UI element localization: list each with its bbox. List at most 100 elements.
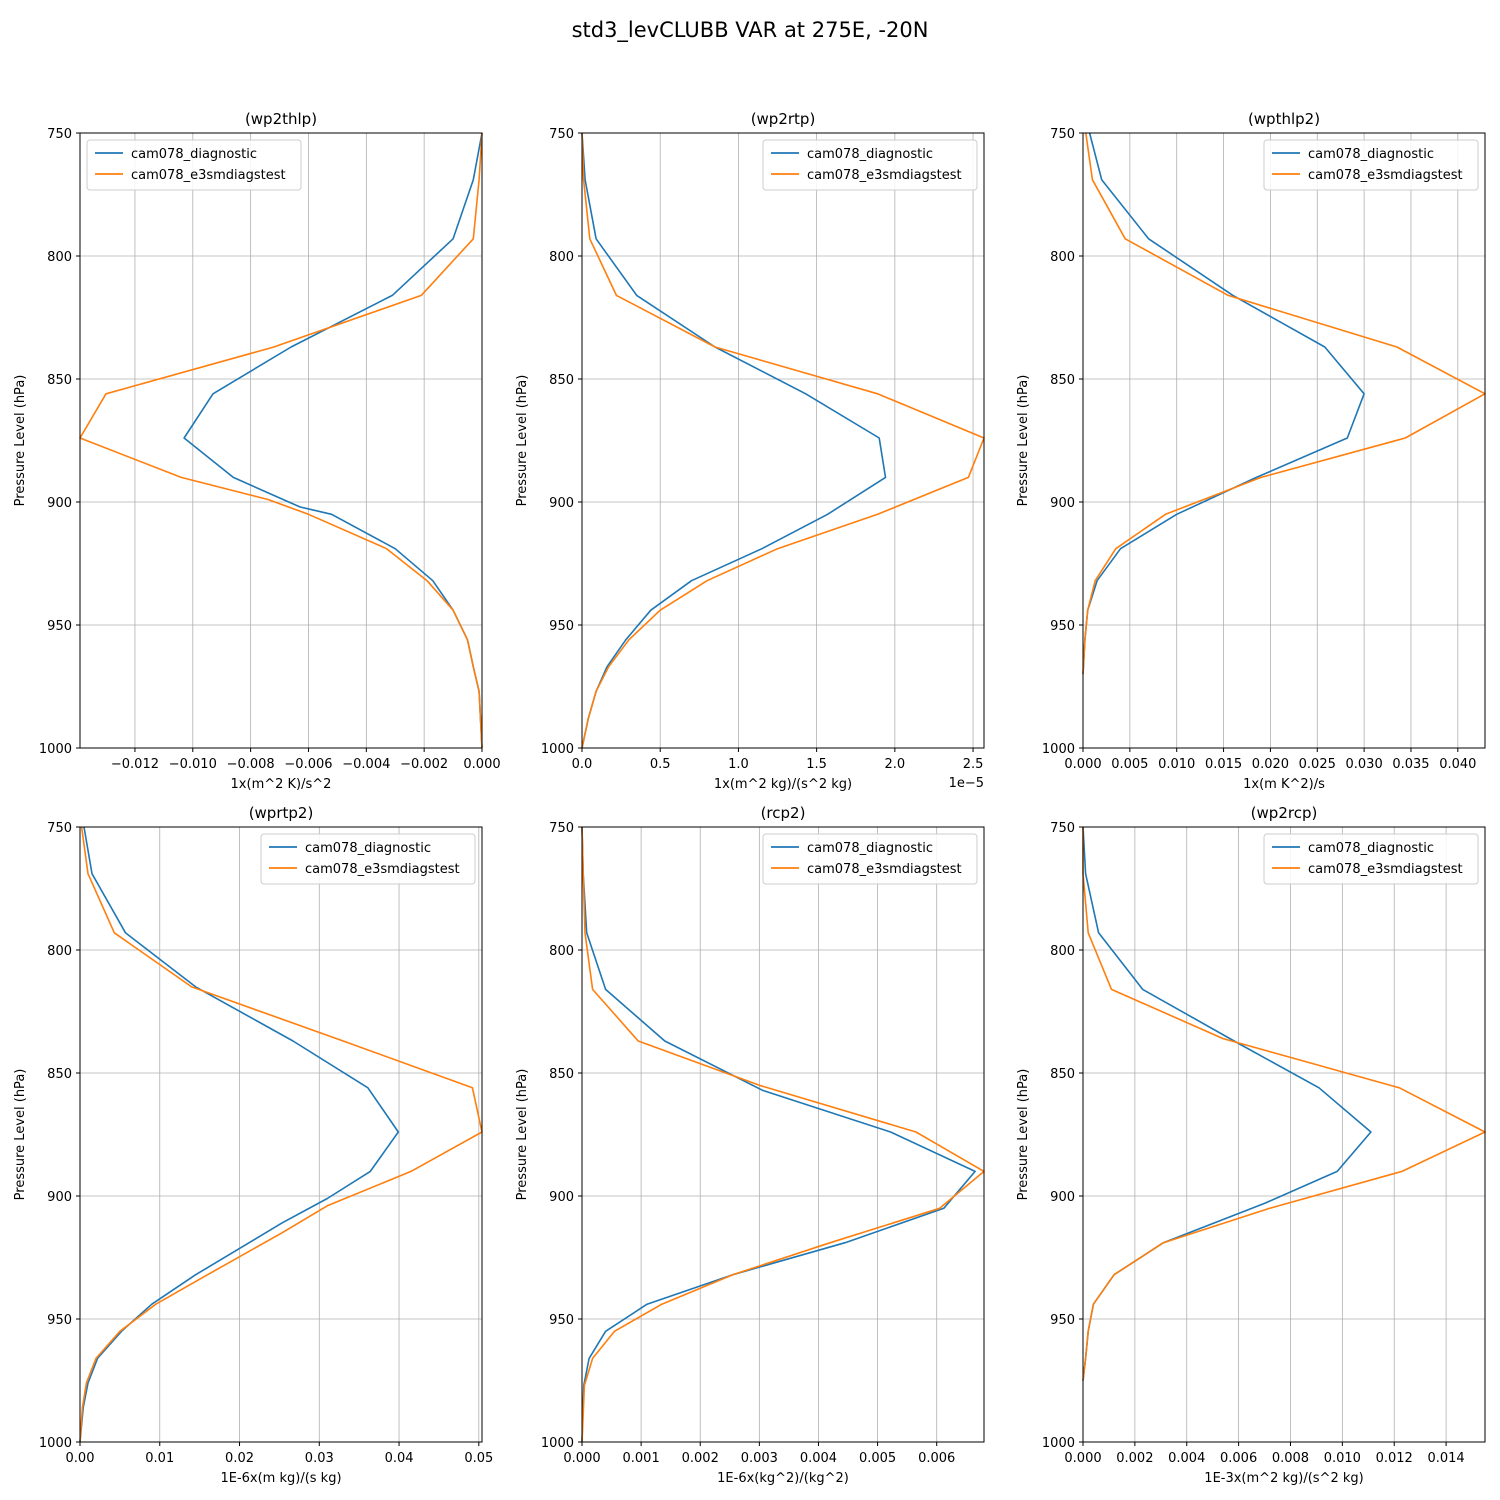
legend-box — [1263, 833, 1479, 885]
x-axis-label: 1E-6x(kg^2)/(kg^2) — [717, 1471, 849, 1486]
legend-box — [86, 139, 302, 191]
x-tick-label: 0.040 — [1439, 757, 1476, 772]
x-tick-label: 1.0 — [728, 757, 749, 772]
x-tick-label: 0.02 — [225, 1451, 254, 1466]
x-tick-label: 0.0 — [572, 757, 593, 772]
y-tick-label: 950 — [549, 619, 574, 634]
x-tick-label: 0.000 — [463, 757, 500, 772]
y-tick-label: 750 — [1050, 127, 1075, 142]
series-line-e3smdiagstest — [79, 826, 483, 1443]
legend-label: cam078_diagnostic — [131, 147, 257, 162]
panels: −0.012 −0.010 −0.008 −0.006 −0.004 −0.002 0.00… — [13, 110, 1486, 1486]
series-line-diagnostic — [581, 826, 976, 1443]
y-tick-label: 1000 — [1042, 1436, 1075, 1451]
x-offset-label: 1e−5 — [949, 776, 984, 791]
legend-label: cam078_e3smdiagstest — [1308, 862, 1463, 877]
series-line-e3smdiagstest — [1082, 827, 1486, 1381]
x-tick-label: 0.000 — [1064, 757, 1101, 772]
subplot-title: (rcp2) — [761, 804, 806, 822]
x-tick-label: 0.025 — [1299, 757, 1336, 772]
x-tick-label: 0.05 — [464, 1451, 493, 1466]
y-tick-label: 900 — [549, 1190, 574, 1205]
series-line-e3smdiagstest — [581, 132, 985, 749]
legend-label: cam078_diagnostic — [1308, 147, 1434, 162]
legend-box — [1263, 139, 1479, 191]
y-tick-label: 750 — [47, 127, 72, 142]
x-tick-label: 0.002 — [1116, 1451, 1153, 1466]
x-axis-label: 1x(m K^2)/s — [1243, 777, 1325, 792]
x-tick-label: 0.005 — [859, 1451, 896, 1466]
plot-frame — [1082, 132, 1486, 749]
x-tick-label: −0.004 — [342, 757, 390, 772]
plot-frame — [1082, 826, 1486, 1443]
x-tick-label: 0.001 — [623, 1451, 660, 1466]
x-axis-label: 1E-6x(m kg)/(s kg) — [220, 1471, 341, 1486]
plot-frame — [581, 826, 985, 1443]
series-line-e3smdiagstest — [1082, 132, 1486, 675]
y-tick-label: 750 — [47, 821, 72, 836]
x-axis-label: 1x(m^2 kg)/(s^2 kg) — [714, 777, 852, 792]
x-tick-label: 0.030 — [1346, 757, 1383, 772]
y-tick-label: 800 — [47, 944, 72, 959]
legend: cam078_diagnostic cam078_e3smdiagstest — [260, 833, 476, 885]
x-axis-label: 1x(m^2 K)/s^2 — [231, 777, 332, 792]
plot-frame — [581, 132, 985, 749]
x-tick-label: 0.5 — [650, 757, 671, 772]
x-tick-label: 0.005 — [1111, 757, 1148, 772]
y-tick-label: 950 — [1050, 1313, 1075, 1328]
x-tick-label: −0.002 — [400, 757, 448, 772]
y-tick-label: 1000 — [541, 1436, 574, 1451]
x-tick-label: 0.004 — [800, 1451, 837, 1466]
y-tick-label: 850 — [549, 373, 574, 388]
y-tick-label: 850 — [47, 1067, 72, 1082]
y-tick-label: 850 — [1050, 373, 1075, 388]
y-tick-label: 850 — [549, 1067, 574, 1082]
y-tick-label: 900 — [1050, 496, 1075, 511]
y-tick-label: 1000 — [1042, 742, 1075, 757]
x-tick-label: 1.5 — [806, 757, 827, 772]
legend-label: cam078_diagnostic — [305, 841, 431, 856]
y-tick-label: 950 — [1050, 619, 1075, 634]
subplot-title: (wpthlp2) — [1248, 110, 1320, 128]
legend: cam078_diagnostic cam078_e3smdiagstest — [86, 139, 302, 191]
y-tick-label: 800 — [1050, 944, 1075, 959]
legend-label: cam078_e3smdiagstest — [807, 168, 962, 183]
x-tick-label: 0.004 — [1168, 1451, 1205, 1466]
subplot-title: (wprtp2) — [249, 804, 314, 822]
y-axis-label: Pressure Level (hPa) — [13, 1069, 28, 1201]
y-tick-label: 800 — [47, 250, 72, 265]
x-tick-label: 0.01 — [145, 1451, 174, 1466]
legend: cam078_diagnostic cam078_e3smdiagstest — [1263, 139, 1479, 191]
y-tick-label: 750 — [549, 127, 574, 142]
subplot-title: (wp2rcp) — [1251, 804, 1318, 822]
legend-label: cam078_e3smdiagstest — [807, 862, 962, 877]
y-tick-label: 950 — [47, 1313, 72, 1328]
legend-box — [260, 833, 476, 885]
x-tick-label: 2.0 — [884, 757, 905, 772]
x-tick-label: 0.006 — [918, 1451, 955, 1466]
legend: cam078_diagnostic cam078_e3smdiagstest — [762, 139, 978, 191]
legend-label: cam078_diagnostic — [1308, 841, 1434, 856]
y-tick-label: 850 — [1050, 1067, 1075, 1082]
y-tick-label: 1000 — [541, 742, 574, 757]
x-tick-label: 0.035 — [1392, 757, 1429, 772]
subplot-title: (wp2thlp) — [245, 110, 317, 128]
legend: cam078_diagnostic cam078_e3smdiagstest — [1263, 833, 1479, 885]
x-tick-label: 0.002 — [682, 1451, 719, 1466]
y-tick-label: 850 — [47, 373, 72, 388]
y-tick-label: 800 — [1050, 250, 1075, 265]
y-tick-label: 950 — [549, 1313, 574, 1328]
y-tick-label: 950 — [47, 619, 72, 634]
x-tick-label: 0.020 — [1252, 757, 1289, 772]
y-axis-label: Pressure Level (hPa) — [13, 375, 28, 507]
x-tick-label: −0.008 — [227, 757, 275, 772]
plot-frame — [79, 132, 483, 749]
y-tick-label: 900 — [549, 496, 574, 511]
y-tick-label: 900 — [47, 1190, 72, 1205]
x-tick-label: −0.010 — [169, 757, 217, 772]
y-tick-label: 900 — [47, 496, 72, 511]
y-tick-label: 750 — [1050, 821, 1075, 836]
series-line-e3smdiagstest — [581, 826, 985, 1443]
series-line-diagnostic — [79, 826, 400, 1443]
